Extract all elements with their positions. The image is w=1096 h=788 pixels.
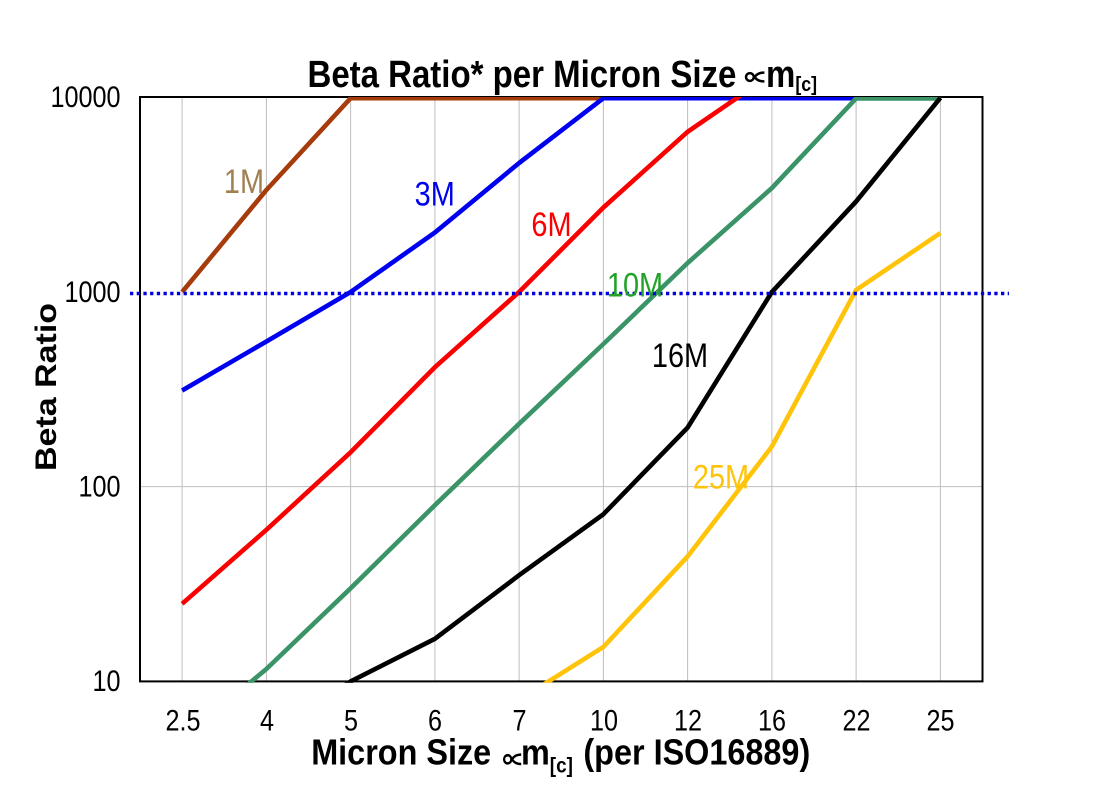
svg-text:10: 10 — [590, 703, 618, 737]
svg-text:2.5: 2.5 — [165, 703, 200, 737]
svg-text:25: 25 — [926, 703, 954, 737]
svg-text:12: 12 — [674, 703, 702, 737]
svg-text:5: 5 — [344, 703, 358, 737]
svg-text:7: 7 — [512, 703, 526, 737]
svg-text:16: 16 — [758, 703, 786, 737]
svg-text:4: 4 — [260, 703, 274, 737]
svg-text:10: 10 — [92, 664, 120, 698]
svg-text:10M: 10M — [607, 265, 663, 304]
svg-text:1M: 1M — [224, 162, 264, 201]
svg-text:Beta Ratio* per Micron Size: Beta Ratio* per Micron Size — [308, 53, 737, 96]
svg-text:25M: 25M — [693, 457, 749, 496]
svg-text:16M: 16M — [652, 336, 708, 375]
svg-text:3M: 3M — [415, 174, 455, 213]
svg-text:22: 22 — [842, 703, 870, 737]
svg-text:Beta Ratio: Beta Ratio — [29, 303, 63, 471]
svg-text:6M: 6M — [531, 205, 571, 244]
svg-text:100: 100 — [78, 469, 120, 503]
svg-text:10000: 10000 — [50, 80, 120, 114]
svg-text:Micron Size: Micron Size — [311, 733, 491, 773]
svg-text:6: 6 — [428, 703, 442, 737]
svg-text:1000: 1000 — [64, 275, 120, 309]
svg-text:(per ISO16889): (per ISO16889) — [583, 733, 810, 773]
